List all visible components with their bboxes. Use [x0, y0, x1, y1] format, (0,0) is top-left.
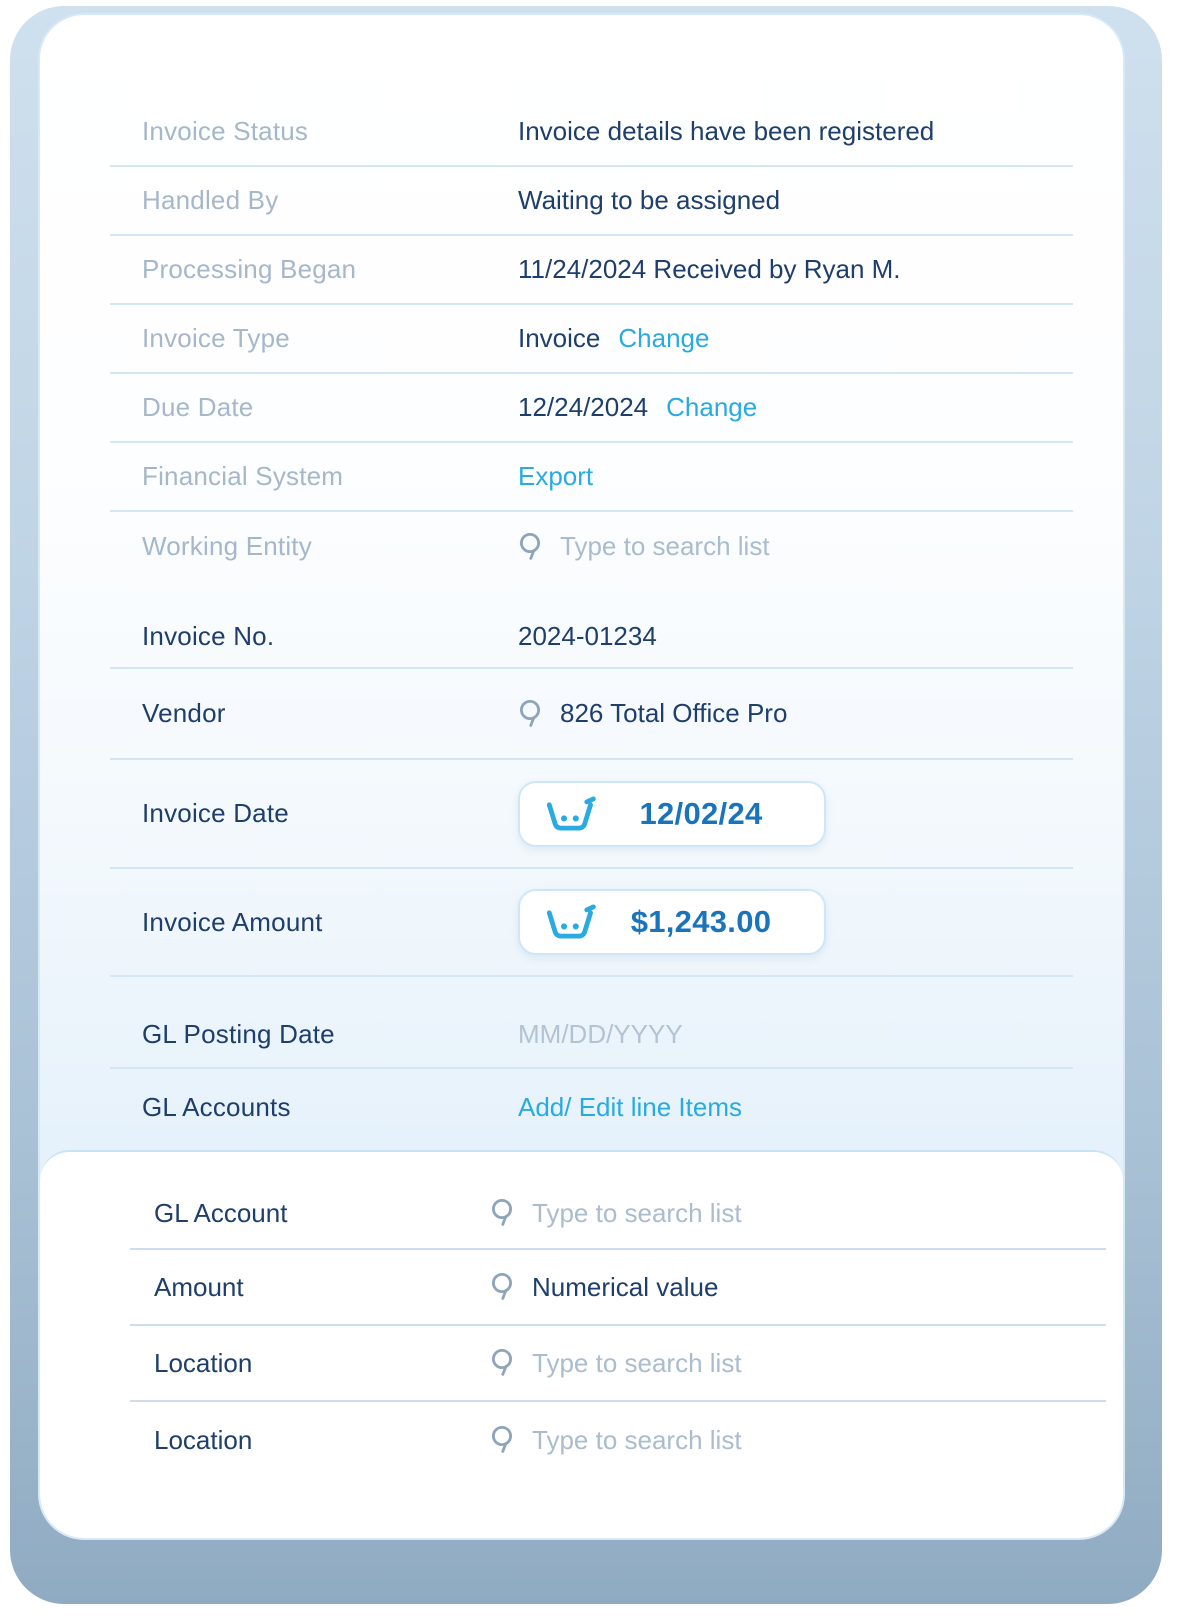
- working-entity-label: Working Entity: [142, 531, 312, 561]
- location-search-field[interactable]: [490, 1424, 952, 1456]
- financial-system-label: Financial System: [142, 461, 344, 491]
- section-spacer: [110, 581, 1073, 605]
- row-working-entity: Working Entity: [110, 512, 1073, 581]
- invoice-no-label: Invoice No.: [142, 620, 275, 651]
- section-spacer: [110, 977, 1073, 1001]
- invoice-date-pill-button[interactable]: 12/02/24: [518, 780, 826, 847]
- search-icon: [490, 1348, 516, 1378]
- row-invoice-type: Invoice Type Invoice Change: [110, 305, 1073, 374]
- search-icon: [490, 1198, 516, 1228]
- row-invoice-no: Invoice No. 2024-01234: [110, 605, 1073, 669]
- location-search-input[interactable]: [532, 1347, 952, 1379]
- gl-posting-date-input[interactable]: [518, 1018, 938, 1050]
- gl-account-search-field[interactable]: [490, 1197, 952, 1229]
- vendor-search-field[interactable]: 826 Total Office Pro: [518, 698, 787, 729]
- invoice-date-value: 12/02/24: [639, 795, 763, 831]
- due-date-value: 12/24/2024: [518, 392, 649, 422]
- invoice-type-value: Invoice: [518, 323, 601, 353]
- vendor-value: 826 Total Office Pro: [560, 698, 788, 728]
- due-date-value-group: 12/24/2024 Change: [518, 392, 757, 423]
- invoice-type-change-link[interactable]: Change: [618, 323, 710, 353]
- row-amount: Amount: [130, 1250, 1106, 1326]
- location-label: Location: [154, 1347, 253, 1378]
- gl-accounts-label: GL Accounts: [142, 1091, 291, 1122]
- row-gl-account: GL Account: [130, 1178, 1106, 1250]
- invoice-amount-pill-button[interactable]: $1,243.00: [518, 889, 826, 955]
- search-icon: [490, 1272, 516, 1302]
- location-search-field[interactable]: [490, 1347, 952, 1379]
- working-entity-search-input[interactable]: [560, 531, 980, 562]
- due-date-change-link[interactable]: Change: [666, 392, 758, 422]
- row-invoice-status: Invoice Status Invoice details have been…: [110, 98, 1073, 167]
- invoice-status-label: Invoice Status: [142, 116, 309, 146]
- bot-icon: [546, 904, 596, 940]
- search-icon: [490, 1425, 516, 1455]
- invoice-amount-label: Invoice Amount: [142, 906, 323, 937]
- search-icon: [518, 699, 544, 729]
- working-entity-search-field[interactable]: [518, 531, 980, 562]
- handled-by-value: Waiting to be assigned: [518, 185, 781, 215]
- row-processing-began: Processing Began 11/24/2024 Received by …: [110, 236, 1073, 305]
- due-date-label: Due Date: [142, 392, 254, 422]
- row-invoice-date: Invoice Date 12/02/24: [110, 760, 1073, 869]
- financial-system-value-group: Export: [518, 461, 593, 492]
- amount-input[interactable]: [532, 1271, 952, 1303]
- search-icon: [518, 532, 544, 562]
- gl-account-label: GL Account: [154, 1197, 288, 1228]
- processing-began-label: Processing Began: [142, 254, 357, 284]
- invoice-amount-value: $1,243.00: [630, 904, 772, 939]
- bot-icon: [546, 796, 596, 832]
- vendor-label: Vendor: [142, 698, 226, 728]
- processing-began-value: 11/24/2024 Received by Ryan M.: [518, 254, 901, 284]
- field-rows: Invoice Status Invoice details have been…: [40, 15, 1123, 1145]
- row-handled-by: Handled By Waiting to be assigned: [110, 167, 1073, 236]
- invoice-date-label: Invoice Date: [142, 798, 289, 828]
- invoice-no-value: 2024-01234: [518, 620, 657, 651]
- row-vendor: Vendor 826 Total Office Pro: [110, 669, 1073, 760]
- invoice-type-value-group: Invoice Change: [518, 323, 709, 354]
- row-gl-accounts: GL Accounts Add/ Edit line Items: [110, 1069, 1073, 1145]
- row-invoice-amount: Invoice Amount $1,243.00: [110, 869, 1073, 977]
- location-label: Location: [154, 1424, 253, 1455]
- amount-label: Amount: [154, 1271, 244, 1302]
- row-financial-system: Financial System Export: [110, 443, 1073, 512]
- amount-search-field[interactable]: [490, 1271, 952, 1303]
- invoice-type-label: Invoice Type: [142, 323, 290, 353]
- export-link[interactable]: Export: [518, 461, 594, 491]
- gl-account-search-input[interactable]: [532, 1197, 952, 1229]
- invoice-status-value: Invoice details have been registered: [518, 116, 935, 146]
- row-gl-posting-date: GL Posting Date: [110, 1001, 1073, 1069]
- line-items-panel: GL Account Amount Location: [40, 1150, 1123, 1538]
- gl-posting-date-label: GL Posting Date: [142, 1018, 335, 1049]
- location-search-input[interactable]: [532, 1424, 952, 1456]
- row-location-1: Location: [130, 1326, 1106, 1402]
- handled-by-label: Handled By: [142, 185, 279, 215]
- invoice-details-card: Invoice Status Invoice details have been…: [38, 13, 1125, 1540]
- add-edit-line-items-link[interactable]: Add/ Edit line Items: [518, 1091, 742, 1122]
- row-due-date: Due Date 12/24/2024 Change: [110, 374, 1073, 443]
- row-location-2: Location: [130, 1402, 1106, 1478]
